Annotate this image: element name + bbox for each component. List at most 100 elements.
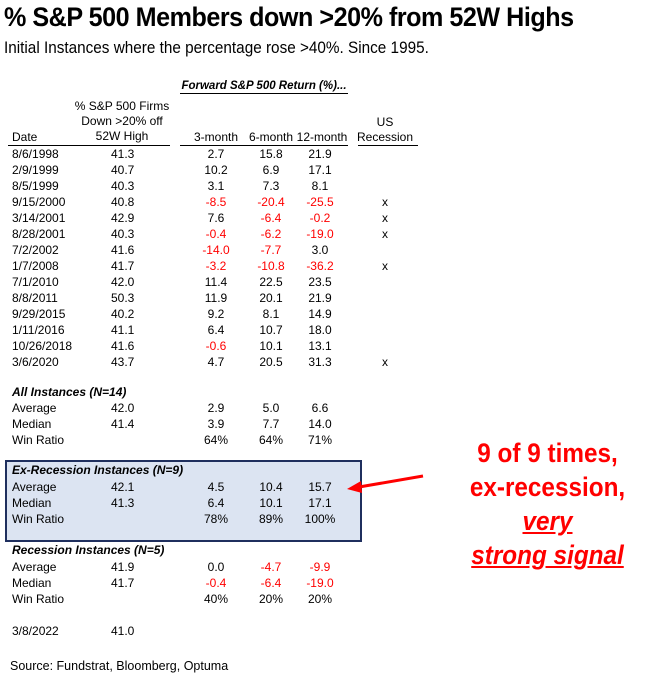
cell-pct: 41.1 (111, 323, 135, 337)
table-row: Win Ratio 64% 64% 71% (0, 432, 430, 448)
cell-date: 7/1/2010 (12, 275, 59, 289)
cell-m6: 10.1 (259, 496, 283, 510)
cell-m3: -0.4 (205, 576, 227, 590)
table-row: Average 42.1 4.5 10.4 15.7 (0, 479, 430, 495)
current-reading-row: 3/8/2022 41.0 (12, 624, 135, 638)
cell-pct: 40.7 (111, 163, 135, 177)
cell-m12: -25.5 (306, 195, 334, 209)
forward-return-header: Forward S&P 500 Return (%)... (180, 80, 348, 94)
cell-m6: 20.1 (259, 291, 283, 305)
cell-m6: -20.4 (257, 195, 285, 209)
cell-label: Median (12, 417, 52, 431)
cell-m12: 13.1 (308, 339, 332, 353)
callout-emph-signal: strong signal (471, 540, 624, 570)
cell-m3: 4.7 (207, 355, 225, 369)
cell-date: 8/6/1998 (12, 147, 59, 161)
table-row: Median 41.4 3.9 7.7 14.0 (0, 416, 430, 432)
table-row: 9/29/2015 40.2 9.2 8.1 14.9 (0, 306, 430, 322)
cell-m3: 9.2 (207, 307, 225, 321)
callout-text: 9 of 9 times, ex-recession, very strong … (442, 436, 654, 572)
cell-m3: 0.0 (207, 560, 225, 574)
cell-pct: 42.0 (111, 401, 135, 415)
cell-m3: -0.4 (205, 227, 227, 241)
cell-pct: 41.7 (111, 576, 135, 590)
cell-date: 1/7/2008 (12, 259, 59, 273)
col-header-6m: 6-month (248, 130, 294, 144)
cell-m12: 23.5 (308, 275, 332, 289)
cell-rec: x (382, 195, 388, 209)
table-row: 7/1/2010 42.0 11.4 22.5 23.5 (0, 274, 430, 290)
cell-date: 1/11/2016 (12, 323, 65, 337)
cell-date: 7/2/2002 (12, 243, 59, 257)
cell-m12: -0.2 (309, 211, 331, 225)
cell-m12: 21.9 (308, 291, 332, 305)
cell-m3: 40% (203, 592, 229, 606)
cell-label: Average (12, 560, 57, 574)
cell-date: 8/28/2001 (12, 227, 66, 241)
table-row: 2/9/1999 40.7 10.2 6.9 17.1 (0, 162, 430, 178)
cell-pct: 41.6 (111, 339, 135, 353)
cell-m6: 6.9 (262, 163, 280, 177)
cell-m6: 7.7 (262, 417, 280, 431)
cell-m3: 7.6 (207, 211, 225, 225)
cell-m6: 22.5 (259, 275, 283, 289)
col-header-date: Date (12, 130, 38, 144)
col-header-pct: % S&P 500 Firms Down >20% off 52W High (74, 99, 170, 143)
table-row: Average 41.9 0.0 -4.7 -9.9 (0, 559, 430, 575)
cell-m12: 100% (304, 512, 336, 526)
cell-m6: 64% (258, 433, 284, 447)
cell-m3: 64% (203, 433, 229, 447)
cell-m12: 3.0 (311, 243, 329, 257)
table-row: 7/2/2002 41.6 -14.0 -7.7 3.0 (0, 242, 430, 258)
cell-label: Win Ratio (12, 592, 65, 606)
col-header-3m: 3-month (193, 130, 239, 144)
header-rule-right (358, 145, 418, 146)
cell-m6: 15.8 (259, 147, 283, 161)
cell-m3: 3.1 (207, 179, 225, 193)
cell-m3: 11.4 (204, 275, 228, 289)
col-header-recession: US Recession (356, 115, 414, 144)
cell-m6: 20% (258, 592, 284, 606)
table-row: 8/28/2001 40.3 -0.4 -6.2 -19.0 x (0, 226, 430, 242)
cell-m12: 8.1 (311, 179, 329, 193)
table-row: 3/14/2001 42.9 7.6 -6.4 -0.2 x (0, 210, 430, 226)
cell-m12: 31.3 (308, 355, 332, 369)
cell-pct: 40.3 (111, 179, 135, 193)
cell-m3: 78% (203, 512, 229, 526)
cell-rec: x (382, 355, 388, 369)
cell-m6: 10.1 (259, 339, 283, 353)
table-row: 1/7/2008 41.7 -3.2 -10.8 -36.2 x (0, 258, 430, 274)
cell-date: 3/14/2001 (12, 211, 66, 225)
cell-m3: 10.2 (204, 163, 228, 177)
cell-m6: 10.7 (259, 323, 283, 337)
cell-m12: 71% (307, 433, 333, 447)
table-row: 3/6/2020 43.7 4.7 20.5 31.3 x (0, 354, 430, 370)
cell-m12: -9.9 (309, 560, 331, 574)
table-row: Average 42.0 2.9 5.0 6.6 (0, 400, 430, 416)
cell-m12: 21.9 (308, 147, 332, 161)
cell-label: Average (12, 480, 57, 494)
cell-m3: -14.0 (202, 243, 230, 257)
cell-pct: 42.0 (111, 275, 135, 289)
cell-date: 3/6/2020 (12, 355, 59, 369)
cell-m6: -4.7 (260, 560, 282, 574)
cell-m3: 2.7 (207, 147, 225, 161)
cell-pct: 40.3 (111, 227, 135, 241)
source-note: Source: Fundstrat, Bloomberg, Optuma (10, 659, 229, 673)
cell-date: 10/26/2018 (12, 339, 73, 353)
cell-m12: 17.1 (308, 496, 332, 510)
header-rule-mid (180, 145, 348, 146)
table-row: Median 41.7 -0.4 -6.4 -19.0 (0, 575, 430, 591)
cell-pct: 50.3 (111, 291, 135, 305)
cell-m6: 7.3 (262, 179, 280, 193)
cell-m12: 15.7 (308, 480, 332, 494)
cell-m12: 20% (307, 592, 333, 606)
cell-date: 8/5/1999 (12, 179, 59, 193)
cell-pct: 41.3 (111, 496, 135, 510)
table-row: 8/5/1999 40.3 3.1 7.3 8.1 (0, 178, 430, 194)
cell-m6: -6.2 (260, 227, 282, 241)
cell-m3: -8.5 (205, 195, 227, 209)
table-row: 10/26/2018 41.6 -0.6 10.1 13.1 (0, 338, 430, 354)
table-row: 8/8/2011 50.3 11.9 20.1 21.9 (0, 290, 430, 306)
cell-m12: -36.2 (306, 259, 334, 273)
